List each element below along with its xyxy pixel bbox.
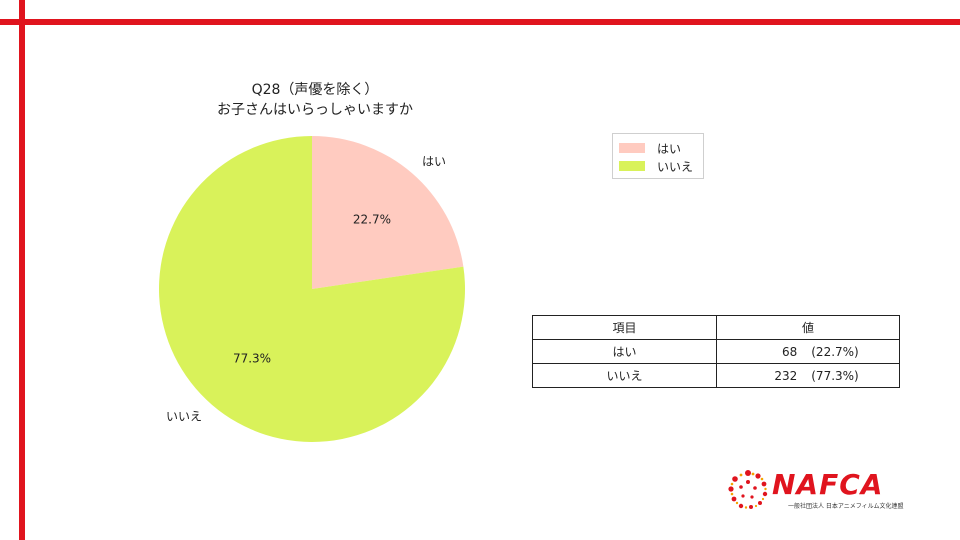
table-cell-value: 68 (22.7%)	[716, 339, 900, 364]
frame-left-bar	[19, 0, 25, 540]
legend-label-yes: はい	[657, 141, 682, 156]
pie-slice-yes	[312, 136, 464, 289]
data-table: 項目 値 はい 68 (22.7%) いいえ 232 (77.3%)	[532, 315, 900, 388]
legend-swatch-no	[619, 161, 645, 171]
pie-percent-label-yes: 22.7%	[353, 213, 391, 227]
table-cell-count: 232	[774, 368, 798, 383]
nafca-logo: NAFCA 一般社団法人 日本アニメフィルム文化連盟	[726, 468, 922, 512]
table-row: いいえ 232 (77.3%)	[532, 363, 900, 388]
pie-percent-label-no: 77.3%	[233, 351, 271, 365]
frame-top-bar	[0, 19, 960, 25]
legend-label-no: いいえ	[657, 159, 694, 174]
table-cell-label: いいえ	[532, 363, 717, 388]
chart-title-line-2: お子さんはいらっしゃいますか	[217, 102, 413, 118]
table-header-row: 項目 値	[532, 315, 900, 340]
pie-slice-no	[159, 136, 466, 442]
pie-category-label-yes: はい	[422, 155, 446, 169]
nafca-logo-subtitle: 一般社団法人 日本アニメフィルム文化連盟	[788, 503, 904, 510]
chart-title-line-1: Q28（声優を除く）	[251, 82, 379, 98]
table-cell-count: 68	[781, 344, 798, 359]
table-header-item: 項目	[532, 315, 717, 340]
legend-item-yes: はい	[619, 139, 697, 157]
table-cell-label: はい	[532, 339, 717, 364]
table-cell-percent: (22.7%)	[811, 344, 859, 359]
chart-title: Q28（声優を除く） お子さんはいらっしゃいますか	[170, 80, 460, 120]
pie-chart: 22.7% はい 77.3% いいえ	[159, 136, 466, 442]
table-cell-value: 232 (77.3%)	[716, 363, 900, 388]
nafca-logo-text: NAFCA	[772, 468, 884, 501]
legend-item-no: いいえ	[619, 157, 697, 175]
table-header-value: 値	[716, 315, 900, 340]
pie-category-label-no: いいえ	[166, 409, 202, 423]
nafca-logo-mark-icon	[728, 470, 768, 509]
chart-legend: はい いいえ	[612, 133, 704, 179]
legend-swatch-yes	[619, 143, 645, 153]
table-cell-percent: (77.3%)	[811, 368, 859, 383]
table-row: はい 68 (22.7%)	[532, 339, 900, 364]
